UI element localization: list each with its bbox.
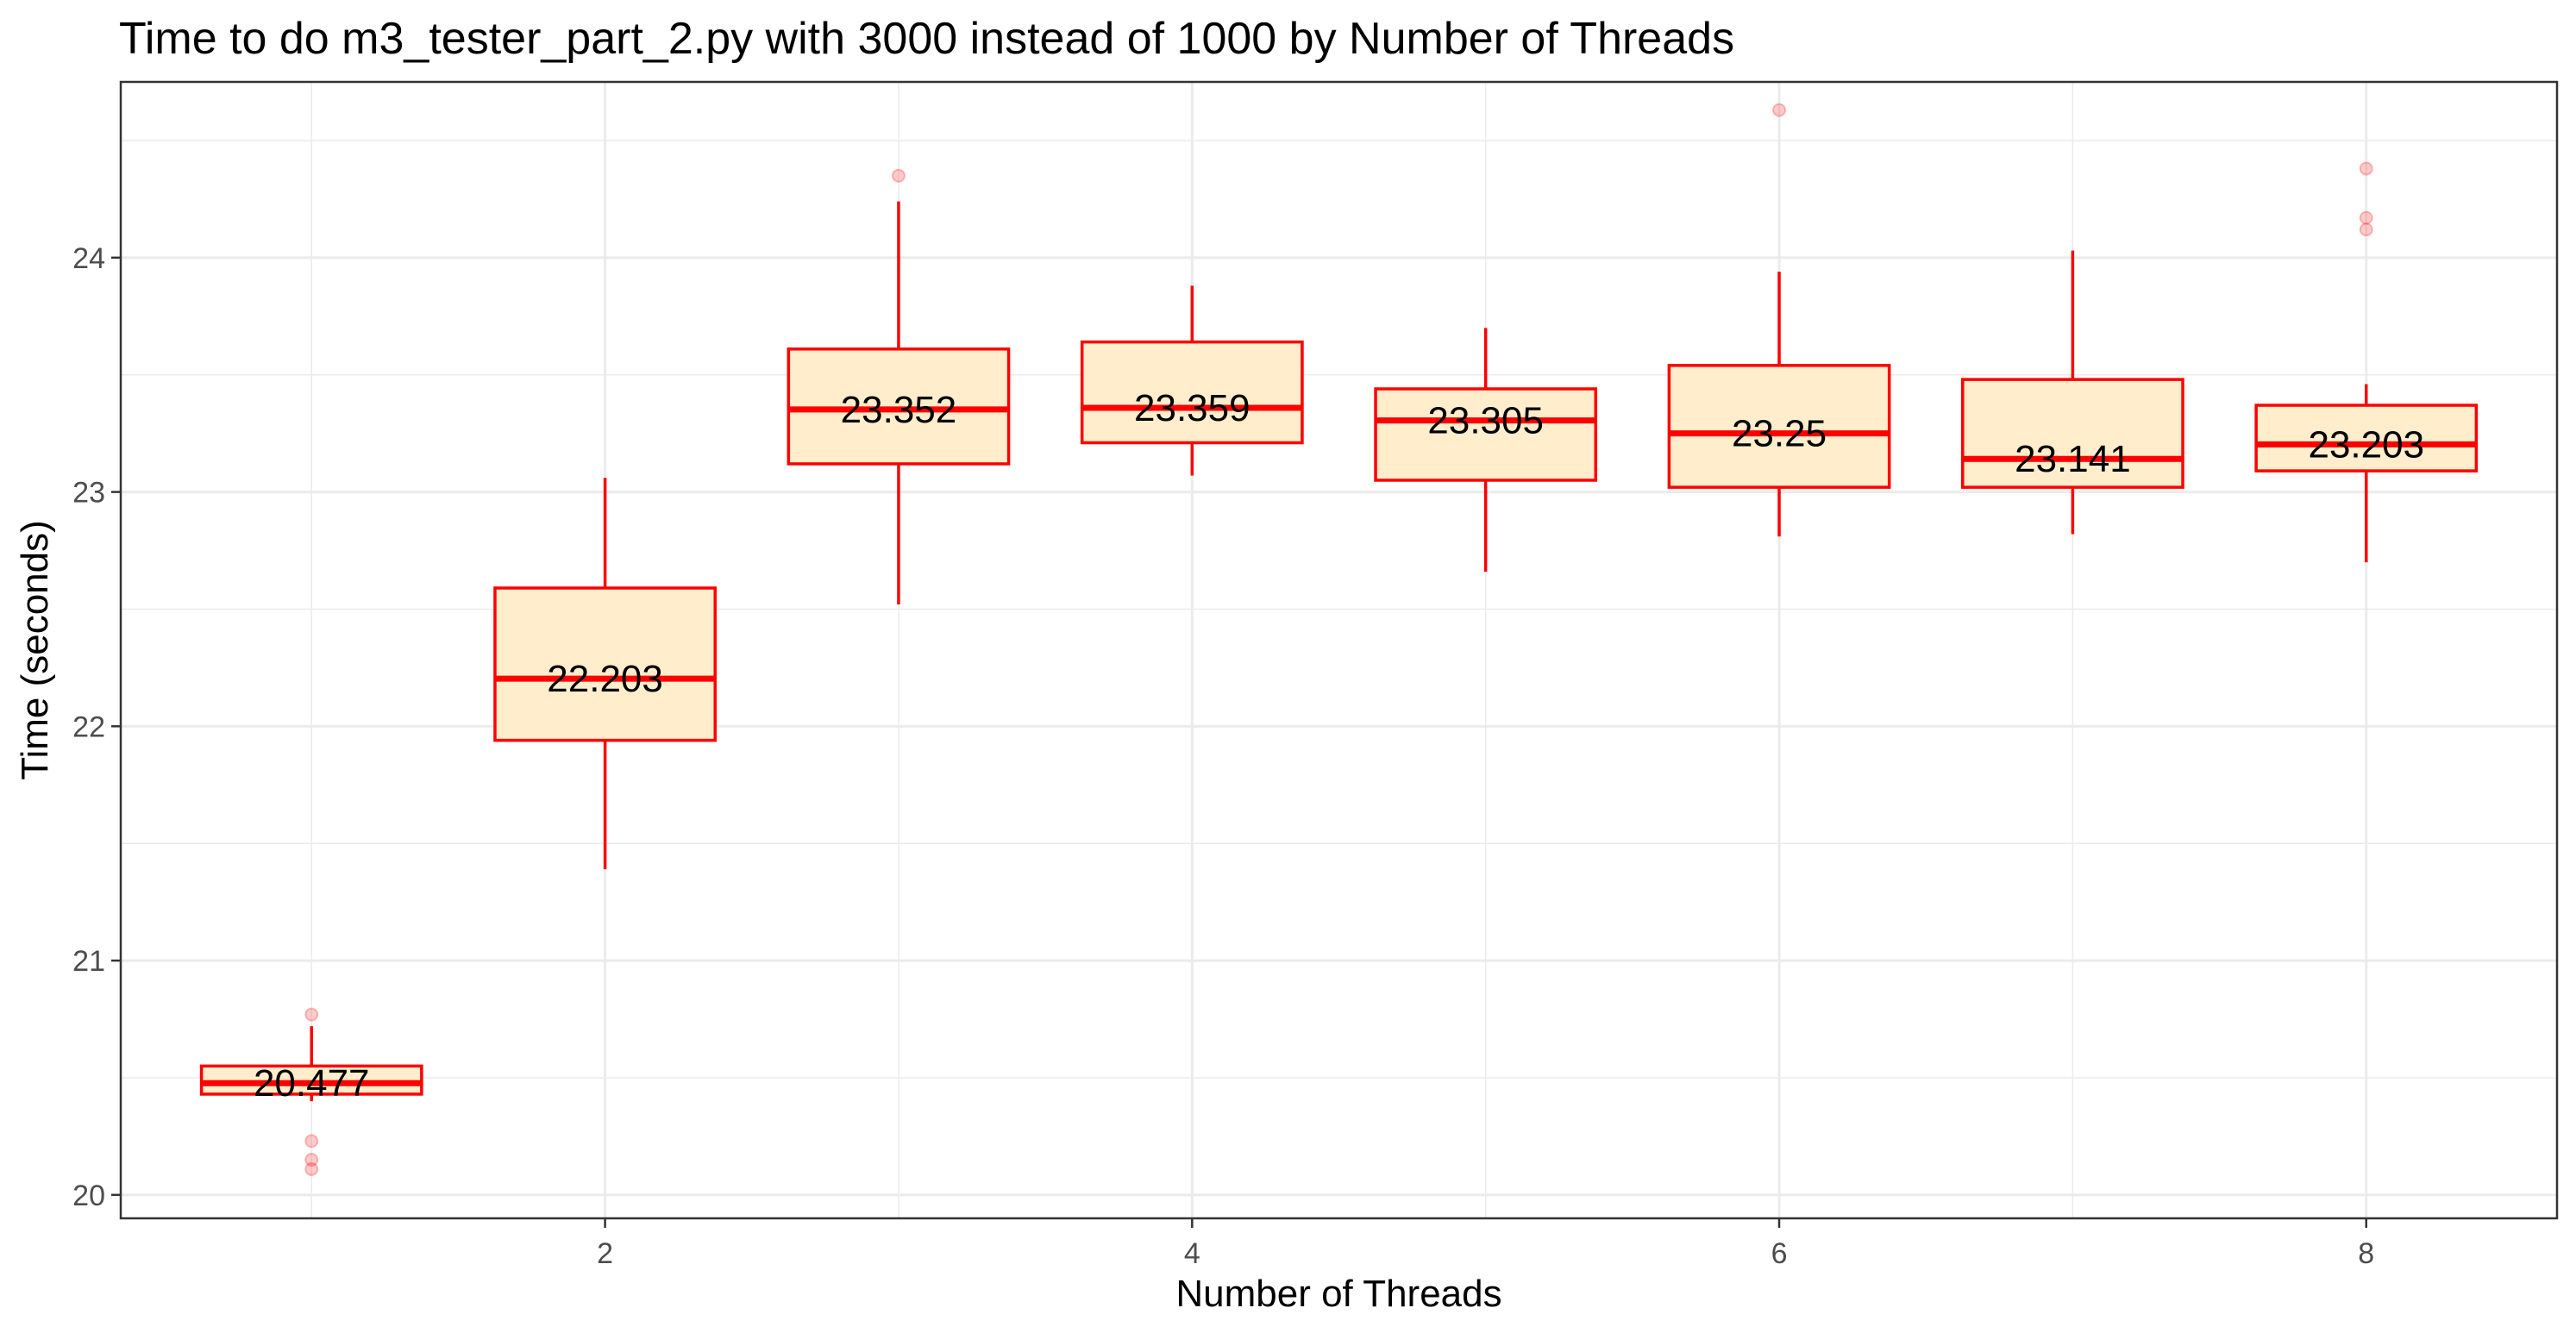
outlier-point [304, 1153, 319, 1167]
box-group [1080, 285, 1304, 476]
box-body [2254, 404, 2479, 472]
x-axis-title: Number of Threads [1175, 1273, 1501, 1315]
outlier-point [2359, 222, 2373, 237]
median-label: 22.203 [547, 658, 663, 700]
y-axis-title: Time (seconds) [14, 520, 56, 780]
x-tick-label: 6 [1771, 1237, 1788, 1270]
box-group [493, 478, 717, 870]
median-label: 20.477 [254, 1062, 370, 1105]
y-tick-label: 20 [72, 1180, 105, 1212]
x-tick-label: 4 [1184, 1237, 1200, 1270]
boxes [199, 103, 2479, 1176]
box-body [1374, 387, 1598, 482]
chart-title: Time to do m3_tester_part_2.py with 3000… [119, 14, 1734, 64]
box-body [787, 347, 1011, 466]
median-label: 23.25 [1732, 413, 1827, 455]
x-tick-label: 8 [2358, 1237, 2374, 1270]
median-label: 23.352 [841, 389, 957, 431]
median-label: 23.359 [1134, 387, 1250, 429]
outlier-point [1772, 103, 1787, 117]
outlier-point [2359, 161, 2373, 176]
box-group [1667, 103, 1891, 537]
outlier-point [2359, 210, 2373, 225]
box-group [787, 168, 1011, 605]
median-label: 23.141 [2015, 438, 2131, 480]
y-tick-label: 23 [72, 477, 105, 510]
box-group [199, 1007, 423, 1176]
box-body [1080, 340, 1304, 445]
outlier-point [304, 1134, 319, 1148]
box-group [1961, 250, 2184, 535]
y-tick-label: 22 [72, 710, 105, 743]
box-group [1374, 328, 1598, 572]
outlier-point [304, 1161, 319, 1176]
grid [121, 82, 2557, 1218]
median-label: 23.305 [1427, 400, 1544, 442]
box-body [199, 1064, 423, 1096]
median-labels: 20.477 22.203 23.352 23.359 23.305 23.25 23.14… [254, 387, 2424, 1105]
outlier-point [891, 168, 906, 183]
median-label: 23.203 [2308, 423, 2424, 466]
box-body [493, 586, 717, 742]
outlier-point [304, 1007, 319, 1022]
y-tick-label: 21 [72, 945, 105, 978]
panel-border [119, 80, 2559, 1220]
box-body [1667, 364, 1891, 489]
box-group [2254, 161, 2479, 563]
y-tick-label: 24 [72, 242, 105, 275]
box-body [1961, 378, 2184, 489]
x-tick-label: 2 [597, 1237, 613, 1270]
